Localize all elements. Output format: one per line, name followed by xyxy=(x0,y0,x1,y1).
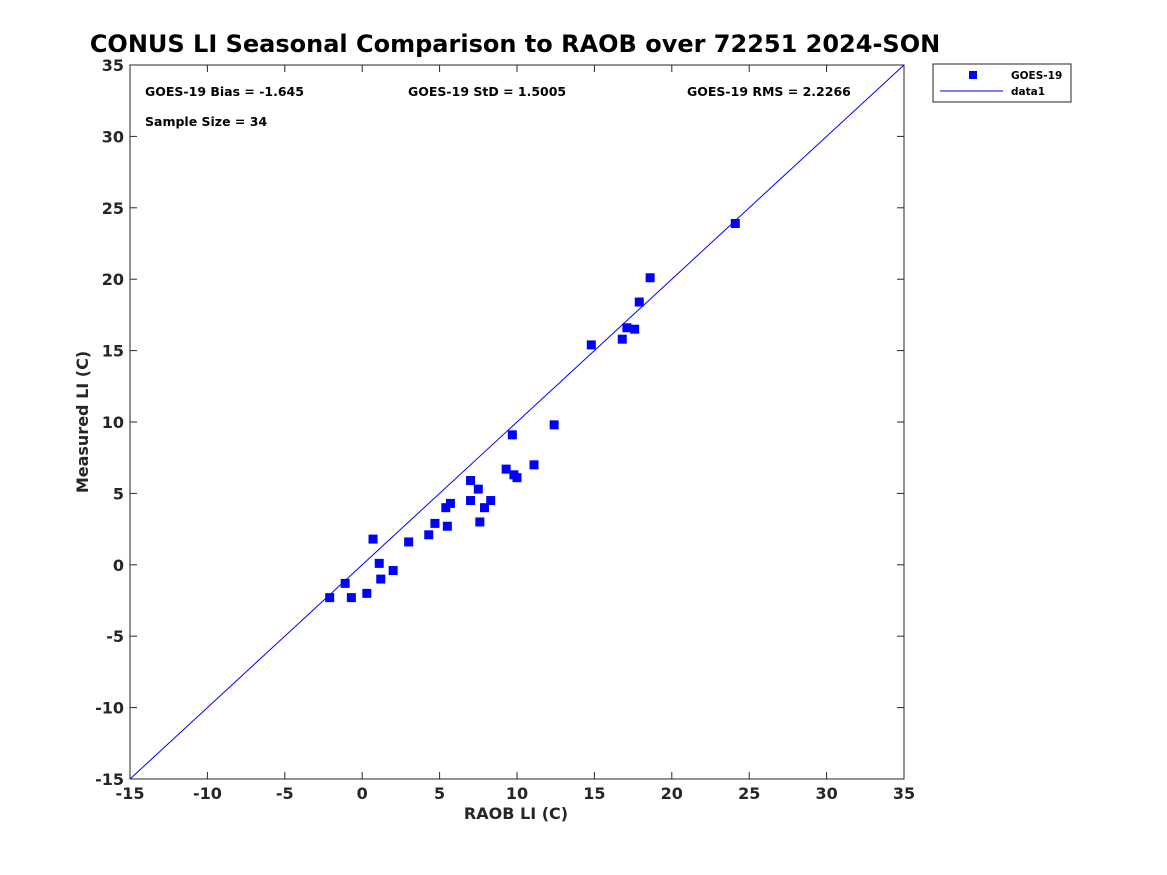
data-point xyxy=(475,517,485,527)
data-point xyxy=(445,498,455,508)
data-point xyxy=(441,503,451,513)
x-tick-label: 30 xyxy=(815,784,837,803)
data-point xyxy=(501,464,511,474)
series-layer xyxy=(129,64,905,780)
data-point xyxy=(325,593,335,603)
data-point xyxy=(479,503,489,513)
data-point xyxy=(362,588,372,598)
reference-line-data1 xyxy=(129,64,905,780)
data-point xyxy=(507,430,517,440)
data-point xyxy=(368,534,378,544)
data-point xyxy=(473,484,483,494)
x-axis-label: RAOB LI (C) xyxy=(464,804,568,823)
data-point xyxy=(586,340,596,350)
stat-std: GOES-19 StD = 1.5005 xyxy=(408,84,566,99)
y-tick-label: -15 xyxy=(95,770,124,789)
data-point xyxy=(442,521,452,531)
data-point xyxy=(404,537,414,547)
legend: GOES-19 data1 xyxy=(932,63,1072,103)
y-axis-ticks: 35 30 25 20 15 10 5 0 -5 -10 -15 xyxy=(95,56,904,789)
data-point xyxy=(430,518,440,528)
x-tick-label: 0 xyxy=(357,784,368,803)
y-tick-label: 10 xyxy=(102,413,124,432)
x-tick-label: -15 xyxy=(116,784,145,803)
data-point xyxy=(645,273,655,283)
data-point xyxy=(466,496,476,506)
y-tick-label: 25 xyxy=(102,199,124,218)
legend-marker-goes19 xyxy=(969,71,977,79)
y-axis-label: Measured LI (C) xyxy=(73,351,92,493)
x-tick-label: -5 xyxy=(276,784,294,803)
legend-label-goes19: GOES-19 xyxy=(1011,70,1062,82)
stat-bias: GOES-19 Bias = -1.645 xyxy=(145,84,304,99)
y-tick-label: 15 xyxy=(102,342,124,361)
x-tick-label: -10 xyxy=(193,784,222,803)
x-tick-label: 35 xyxy=(893,784,915,803)
y-tick-label: -5 xyxy=(106,627,124,646)
x-tick-label: 10 xyxy=(506,784,528,803)
data-point xyxy=(340,578,350,588)
data-point xyxy=(512,473,522,483)
data-point xyxy=(549,420,559,430)
data-point xyxy=(346,593,356,603)
x-axis-ticks: -15 -10 -5 0 5 10 15 20 25 30 35 xyxy=(116,65,915,803)
data-point xyxy=(634,297,644,307)
y-tick-label: 30 xyxy=(102,127,124,146)
data-point xyxy=(374,558,384,568)
x-tick-label: 5 xyxy=(434,784,445,803)
x-tick-label: 20 xyxy=(661,784,683,803)
legend-box xyxy=(932,63,1072,103)
data-point xyxy=(466,476,476,486)
y-tick-label: 5 xyxy=(113,484,124,503)
data-point xyxy=(529,460,539,470)
x-tick-label: 15 xyxy=(583,784,605,803)
stat-rms: GOES-19 RMS = 2.2266 xyxy=(687,84,851,99)
data-point xyxy=(376,574,386,584)
data-point xyxy=(630,324,640,334)
y-tick-label: 35 xyxy=(102,56,124,75)
stat-sample-size: Sample Size = 34 xyxy=(145,114,267,129)
data-point xyxy=(388,566,398,576)
data-point xyxy=(617,334,627,344)
x-tick-label: 25 xyxy=(738,784,760,803)
y-tick-label: 20 xyxy=(102,270,124,289)
y-tick-label: 0 xyxy=(113,556,124,575)
data-point xyxy=(730,219,740,229)
y-tick-label: -10 xyxy=(95,699,124,718)
legend-label-data1: data1 xyxy=(1011,86,1045,98)
chart-title: CONUS LI Seasonal Comparison to RAOB ove… xyxy=(90,30,940,58)
data-point xyxy=(486,496,496,506)
data-point xyxy=(424,530,434,540)
data-point xyxy=(622,323,632,333)
